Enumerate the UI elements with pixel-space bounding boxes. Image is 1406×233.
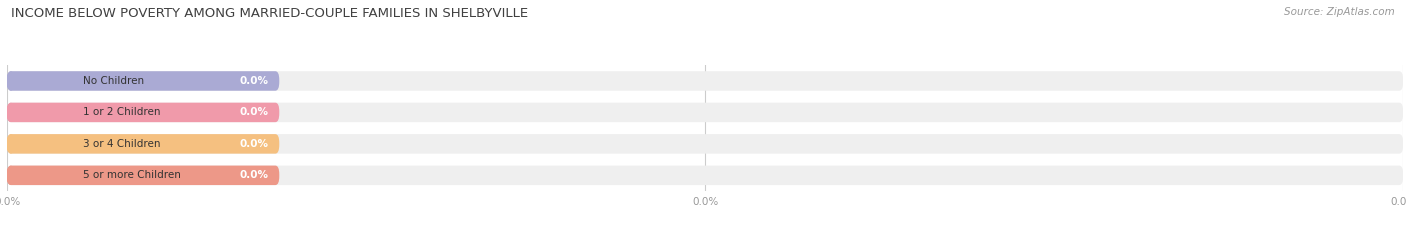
FancyBboxPatch shape (7, 134, 280, 154)
Circle shape (7, 166, 14, 184)
Text: No Children: No Children (83, 76, 145, 86)
FancyBboxPatch shape (7, 71, 280, 91)
Text: INCOME BELOW POVERTY AMONG MARRIED-COUPLE FAMILIES IN SHELBYVILLE: INCOME BELOW POVERTY AMONG MARRIED-COUPL… (11, 7, 529, 20)
Text: 5 or more Children: 5 or more Children (83, 170, 181, 180)
Text: 0.0%: 0.0% (239, 107, 269, 117)
Text: 3 or 4 Children: 3 or 4 Children (83, 139, 160, 149)
FancyBboxPatch shape (7, 71, 1403, 91)
Circle shape (7, 135, 14, 153)
FancyBboxPatch shape (7, 103, 1403, 122)
Text: Source: ZipAtlas.com: Source: ZipAtlas.com (1284, 7, 1395, 17)
Text: 1 or 2 Children: 1 or 2 Children (83, 107, 160, 117)
FancyBboxPatch shape (7, 166, 280, 185)
Text: 0.0%: 0.0% (239, 76, 269, 86)
Text: 0.0%: 0.0% (239, 139, 269, 149)
FancyBboxPatch shape (7, 103, 280, 122)
FancyBboxPatch shape (7, 134, 1403, 154)
Circle shape (7, 103, 14, 121)
FancyBboxPatch shape (7, 166, 1403, 185)
Circle shape (7, 72, 14, 90)
Text: 0.0%: 0.0% (239, 170, 269, 180)
